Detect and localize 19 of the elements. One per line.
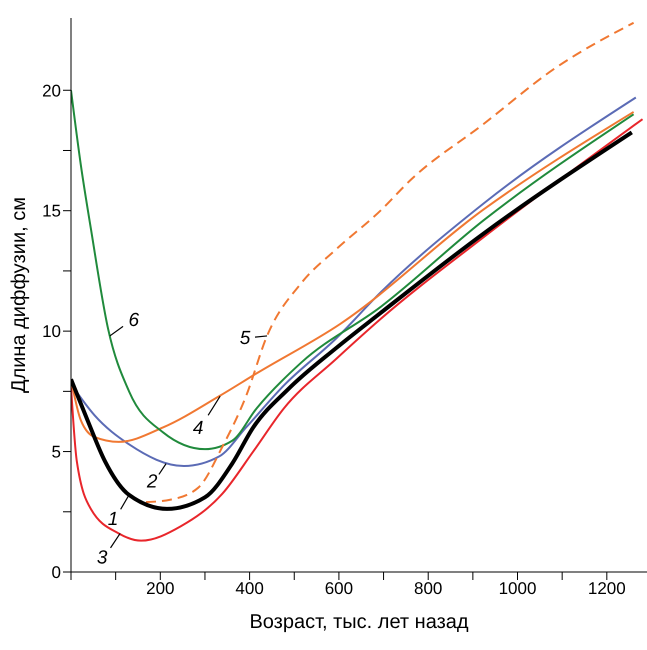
y-tick-label: 5: [52, 442, 61, 462]
x-tick-label: 600: [324, 579, 354, 598]
annotation: 1: [108, 508, 118, 530]
annotation: 6: [128, 310, 140, 331]
y-tick-label: 15: [42, 202, 61, 221]
x-tick-label: 400: [235, 579, 264, 598]
x-tick-label: 200: [146, 579, 174, 598]
x-axis-title: Возраст, тыс. лет назад: [249, 611, 469, 633]
annotation: 3: [96, 547, 108, 568]
y-tick-label: 0: [52, 563, 61, 582]
x-tick-label: 1200: [588, 579, 626, 598]
annotation: 4: [192, 418, 204, 440]
annotation: 2: [146, 472, 158, 493]
x-tick-label: 1000: [498, 579, 536, 598]
annotation: 5: [240, 328, 251, 349]
y-tick-label: 20: [42, 81, 61, 100]
x-tick-label: 800: [414, 579, 442, 598]
y-tick-label: 10: [42, 322, 61, 342]
y-axis-title: Длина диффузии, см: [8, 196, 30, 394]
